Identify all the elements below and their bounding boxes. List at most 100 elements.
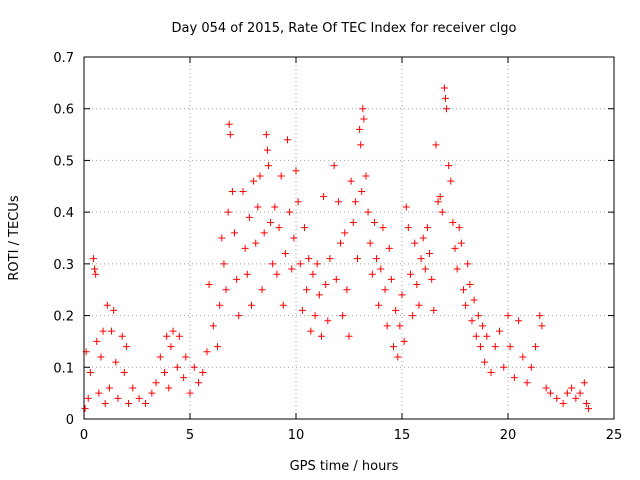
data-point (125, 399, 133, 407)
data-point (468, 317, 476, 325)
data-point (141, 399, 149, 407)
data-point (383, 322, 391, 330)
data-point (288, 265, 296, 273)
data-point (464, 260, 472, 268)
data-point (398, 291, 406, 299)
data-point (112, 358, 120, 366)
data-point (190, 363, 198, 371)
data-point (343, 286, 351, 294)
data-point (402, 203, 410, 211)
plot-frame (83, 56, 615, 420)
data-point (313, 260, 321, 268)
data-point (152, 379, 160, 387)
y-tick-label: 0.4 (53, 206, 74, 221)
data-point (108, 327, 116, 335)
x-tick-label: 5 (186, 428, 194, 443)
data-point (563, 389, 571, 397)
data-point (396, 322, 404, 330)
data-point (114, 394, 122, 402)
data-point (357, 141, 365, 149)
data-point (538, 322, 546, 330)
data-point (110, 306, 118, 314)
data-point (216, 301, 224, 309)
data-point (245, 213, 253, 221)
data-point (542, 384, 550, 392)
data-point (339, 312, 347, 320)
data-point (527, 363, 535, 371)
data-point (481, 358, 489, 366)
data-point (349, 218, 357, 226)
y-tick-label: 0.1 (53, 361, 74, 376)
data-point (307, 327, 315, 335)
data-point (345, 332, 353, 340)
data-point (441, 94, 449, 102)
data-point (205, 281, 213, 289)
data-point (330, 162, 338, 170)
data-point (341, 229, 349, 237)
data-point (572, 394, 580, 402)
data-point (373, 255, 381, 263)
data-point (519, 353, 527, 361)
data-point (286, 208, 294, 216)
data-point (532, 343, 540, 351)
data-point (582, 399, 590, 407)
data-point (457, 239, 465, 247)
data-point (129, 384, 137, 392)
data-point (97, 353, 105, 361)
data-point (523, 379, 531, 387)
data-point (370, 218, 378, 226)
data-point (294, 198, 302, 206)
data-point (360, 115, 368, 123)
data-point (443, 105, 451, 113)
data-point (95, 389, 103, 397)
data-point (173, 363, 181, 371)
data-point (472, 332, 480, 340)
data-point (165, 384, 173, 392)
data-point (271, 203, 279, 211)
chart-title: Day 054 of 2015, Rate Of TEC Index for r… (172, 21, 517, 36)
data-point (515, 317, 523, 325)
data-point (400, 337, 408, 345)
data-point (275, 224, 283, 232)
axis-ticks: 0 5 10 15 20 25 0 0.1 0.2 0.3 0.4 0.5 0.6 0.7 (53, 51, 622, 443)
data-point (483, 332, 491, 340)
data-point (390, 343, 398, 351)
data-point (273, 270, 281, 278)
y-tick-label: 0.6 (53, 103, 74, 118)
data-point (411, 239, 419, 247)
data-point (220, 260, 228, 268)
data-point (256, 172, 264, 180)
y-axis-label: ROTI / TECUs (7, 195, 22, 280)
x-tick-label: 15 (394, 428, 411, 443)
data-point (103, 301, 111, 309)
data-point (267, 218, 275, 226)
data-point (432, 141, 440, 149)
data-point (163, 332, 171, 340)
data-point (175, 332, 183, 340)
data-point (392, 306, 400, 314)
data-point (262, 131, 270, 139)
data-point (269, 260, 277, 268)
data-point (118, 332, 126, 340)
data-point (247, 301, 255, 309)
data-point (250, 177, 258, 185)
data-point (476, 343, 484, 351)
data-point (317, 332, 325, 340)
data-point (305, 255, 313, 263)
data-point (334, 198, 342, 206)
y-tick-label: 0 (66, 413, 74, 428)
data-point (385, 244, 393, 252)
data-point (417, 255, 425, 263)
y-tick-label: 0.3 (53, 258, 74, 273)
data-point (91, 265, 99, 273)
data-point (284, 136, 292, 144)
data-point (120, 368, 128, 376)
data-point (300, 224, 308, 232)
data-point (260, 229, 268, 237)
data-point (404, 224, 412, 232)
data-point (264, 162, 272, 170)
data-point (347, 177, 355, 185)
data-point (209, 322, 217, 330)
